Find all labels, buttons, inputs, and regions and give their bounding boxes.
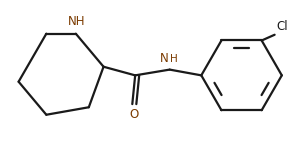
Text: N: N xyxy=(160,52,169,65)
Text: O: O xyxy=(129,108,138,121)
Text: NH: NH xyxy=(68,15,85,28)
Text: H: H xyxy=(170,54,178,64)
Text: Cl: Cl xyxy=(276,20,288,33)
